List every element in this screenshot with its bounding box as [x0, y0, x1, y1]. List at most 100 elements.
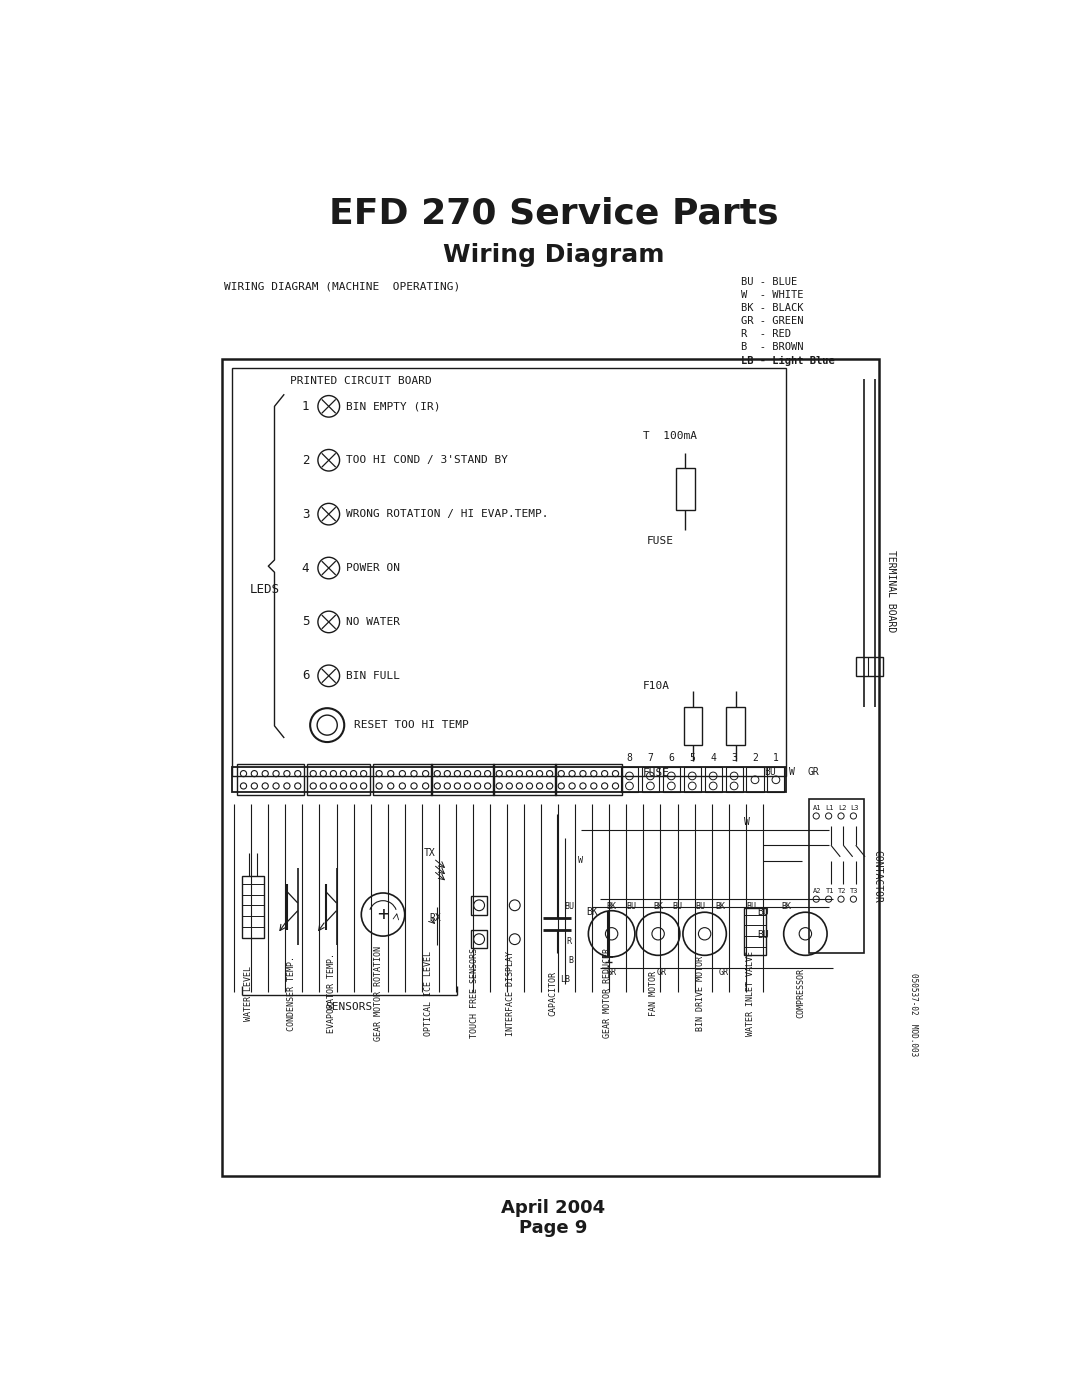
Text: LEDS: LEDS [249, 583, 280, 597]
Text: 2: 2 [752, 753, 758, 763]
Text: BK: BK [781, 902, 791, 911]
Text: T2: T2 [838, 887, 847, 894]
Text: Wiring Diagram: Wiring Diagram [443, 243, 664, 267]
Text: FUSE: FUSE [643, 768, 670, 778]
Bar [431, 764, 494, 795]
Text: BU: BU [757, 907, 769, 916]
Bar [663, 767, 679, 792]
Text: WATER LEVEL: WATER LEVEL [244, 965, 253, 1021]
Text: 3: 3 [731, 753, 737, 763]
Text: BU - BLUE: BU - BLUE [741, 277, 797, 286]
Text: 6: 6 [669, 753, 674, 763]
Text: RESET TOO HI TEMP: RESET TOO HI TEMP [354, 719, 469, 731]
Text: INTERFACE DISPLAY: INTERFACE DISPLAY [505, 950, 515, 1035]
Text: BU: BU [626, 902, 636, 911]
Text: BU: BU [765, 767, 777, 777]
Text: 4: 4 [302, 562, 309, 574]
Text: W: W [744, 817, 751, 827]
Text: W: W [578, 856, 583, 865]
Text: GR: GR [807, 767, 819, 777]
Bar [768, 767, 784, 792]
Text: 1: 1 [302, 400, 309, 414]
Text: TOUCH FREE SENSORS: TOUCH FREE SENSORS [470, 949, 480, 1038]
Text: B: B [568, 956, 573, 965]
Text: BIN EMPTY (IR): BIN EMPTY (IR) [346, 401, 441, 411]
Text: 4: 4 [711, 753, 716, 763]
Text: F10A: F10A [643, 682, 670, 692]
Text: 8: 8 [626, 753, 633, 763]
Bar [855, 657, 882, 676]
Text: 1: 1 [773, 753, 779, 763]
Text: BK - BLACK: BK - BLACK [741, 303, 804, 313]
Bar [232, 367, 786, 775]
Bar [744, 908, 766, 954]
Text: GR: GR [657, 968, 667, 977]
Text: T  100mA: T 100mA [643, 432, 697, 441]
Bar [238, 764, 303, 795]
Text: PRINTED CIRCUIT BOARD: PRINTED CIRCUIT BOARD [291, 376, 432, 386]
Text: 7: 7 [647, 753, 653, 763]
Text: A1: A1 [813, 805, 822, 812]
Bar [471, 895, 487, 915]
Text: L1: L1 [825, 805, 834, 812]
Text: BK: BK [586, 907, 598, 916]
Text: NO WATER: NO WATER [346, 617, 400, 627]
Text: FUSE: FUSE [647, 535, 674, 546]
Bar [684, 707, 702, 745]
Text: OPTICAL ICE LEVEL: OPTICAL ICE LEVEL [424, 950, 433, 1035]
Text: B  - BROWN: B - BROWN [741, 342, 804, 352]
Text: CAPACITOR: CAPACITOR [549, 971, 557, 1016]
Text: L3: L3 [850, 805, 859, 812]
Bar [242, 876, 264, 937]
Text: GEAR MOTOR ROTATION: GEAR MOTOR ROTATION [374, 946, 383, 1041]
Bar [684, 767, 701, 792]
Text: BIN FULL: BIN FULL [346, 671, 400, 680]
Text: WATER INLET VALVE: WATER INLET VALVE [746, 950, 755, 1035]
Text: RX: RX [430, 914, 442, 923]
Bar [746, 767, 764, 792]
Text: WRONG ROTATION / HI EVAP.TEMP.: WRONG ROTATION / HI EVAP.TEMP. [346, 509, 549, 520]
Text: BK: BK [715, 902, 725, 911]
Text: CONTACTOR: CONTACTOR [873, 849, 882, 902]
Text: EVAPORATOR TEMP.: EVAPORATOR TEMP. [327, 953, 337, 1032]
Text: 6: 6 [302, 669, 309, 682]
Text: R: R [567, 937, 571, 946]
Bar [642, 767, 659, 792]
Text: GR: GR [607, 968, 617, 977]
Bar [221, 359, 879, 1176]
Text: GR - GREEN: GR - GREEN [741, 316, 804, 327]
Text: W: W [789, 767, 795, 777]
Bar [373, 764, 432, 795]
Text: BU: BU [673, 902, 683, 911]
Text: FAN MOTOR: FAN MOTOR [649, 971, 658, 1016]
Text: R  - RED: R - RED [741, 330, 791, 339]
Bar [232, 767, 786, 792]
Text: SENSORS: SENSORS [326, 1002, 373, 1011]
Text: LB - Light Blue: LB - Light Blue [741, 355, 835, 366]
Text: A2: A2 [813, 887, 822, 894]
Text: EFD 270 Service Parts: EFD 270 Service Parts [328, 197, 779, 231]
Text: COMPRESSOR: COMPRESSOR [796, 968, 806, 1018]
Text: 050537-02  MOD.003: 050537-02 MOD.003 [908, 974, 918, 1056]
Text: BK: BK [653, 902, 663, 911]
Bar [809, 799, 864, 953]
Text: TX: TX [424, 848, 436, 858]
Bar [621, 767, 638, 792]
Text: L2: L2 [838, 805, 847, 812]
Text: 5: 5 [302, 616, 309, 629]
Text: W  - WHITE: W - WHITE [741, 291, 804, 300]
Text: BU: BU [696, 902, 705, 911]
Text: BU: BU [757, 930, 769, 940]
Text: TOO HI COND / 3'STAND BY: TOO HI COND / 3'STAND BY [346, 455, 508, 465]
Text: 5: 5 [689, 753, 696, 763]
Bar [676, 468, 694, 510]
Text: TERMINAL BOARD: TERMINAL BOARD [886, 550, 895, 633]
Text: WIRING DIAGRAM (MACHINE  OPERATING): WIRING DIAGRAM (MACHINE OPERATING) [225, 282, 460, 292]
Text: POWER ON: POWER ON [346, 563, 400, 573]
Bar [726, 767, 743, 792]
Text: BK: BK [607, 902, 617, 911]
Bar [307, 764, 369, 795]
Text: April 2004: April 2004 [501, 1200, 606, 1217]
Text: +: + [377, 905, 389, 923]
Bar [471, 930, 487, 949]
